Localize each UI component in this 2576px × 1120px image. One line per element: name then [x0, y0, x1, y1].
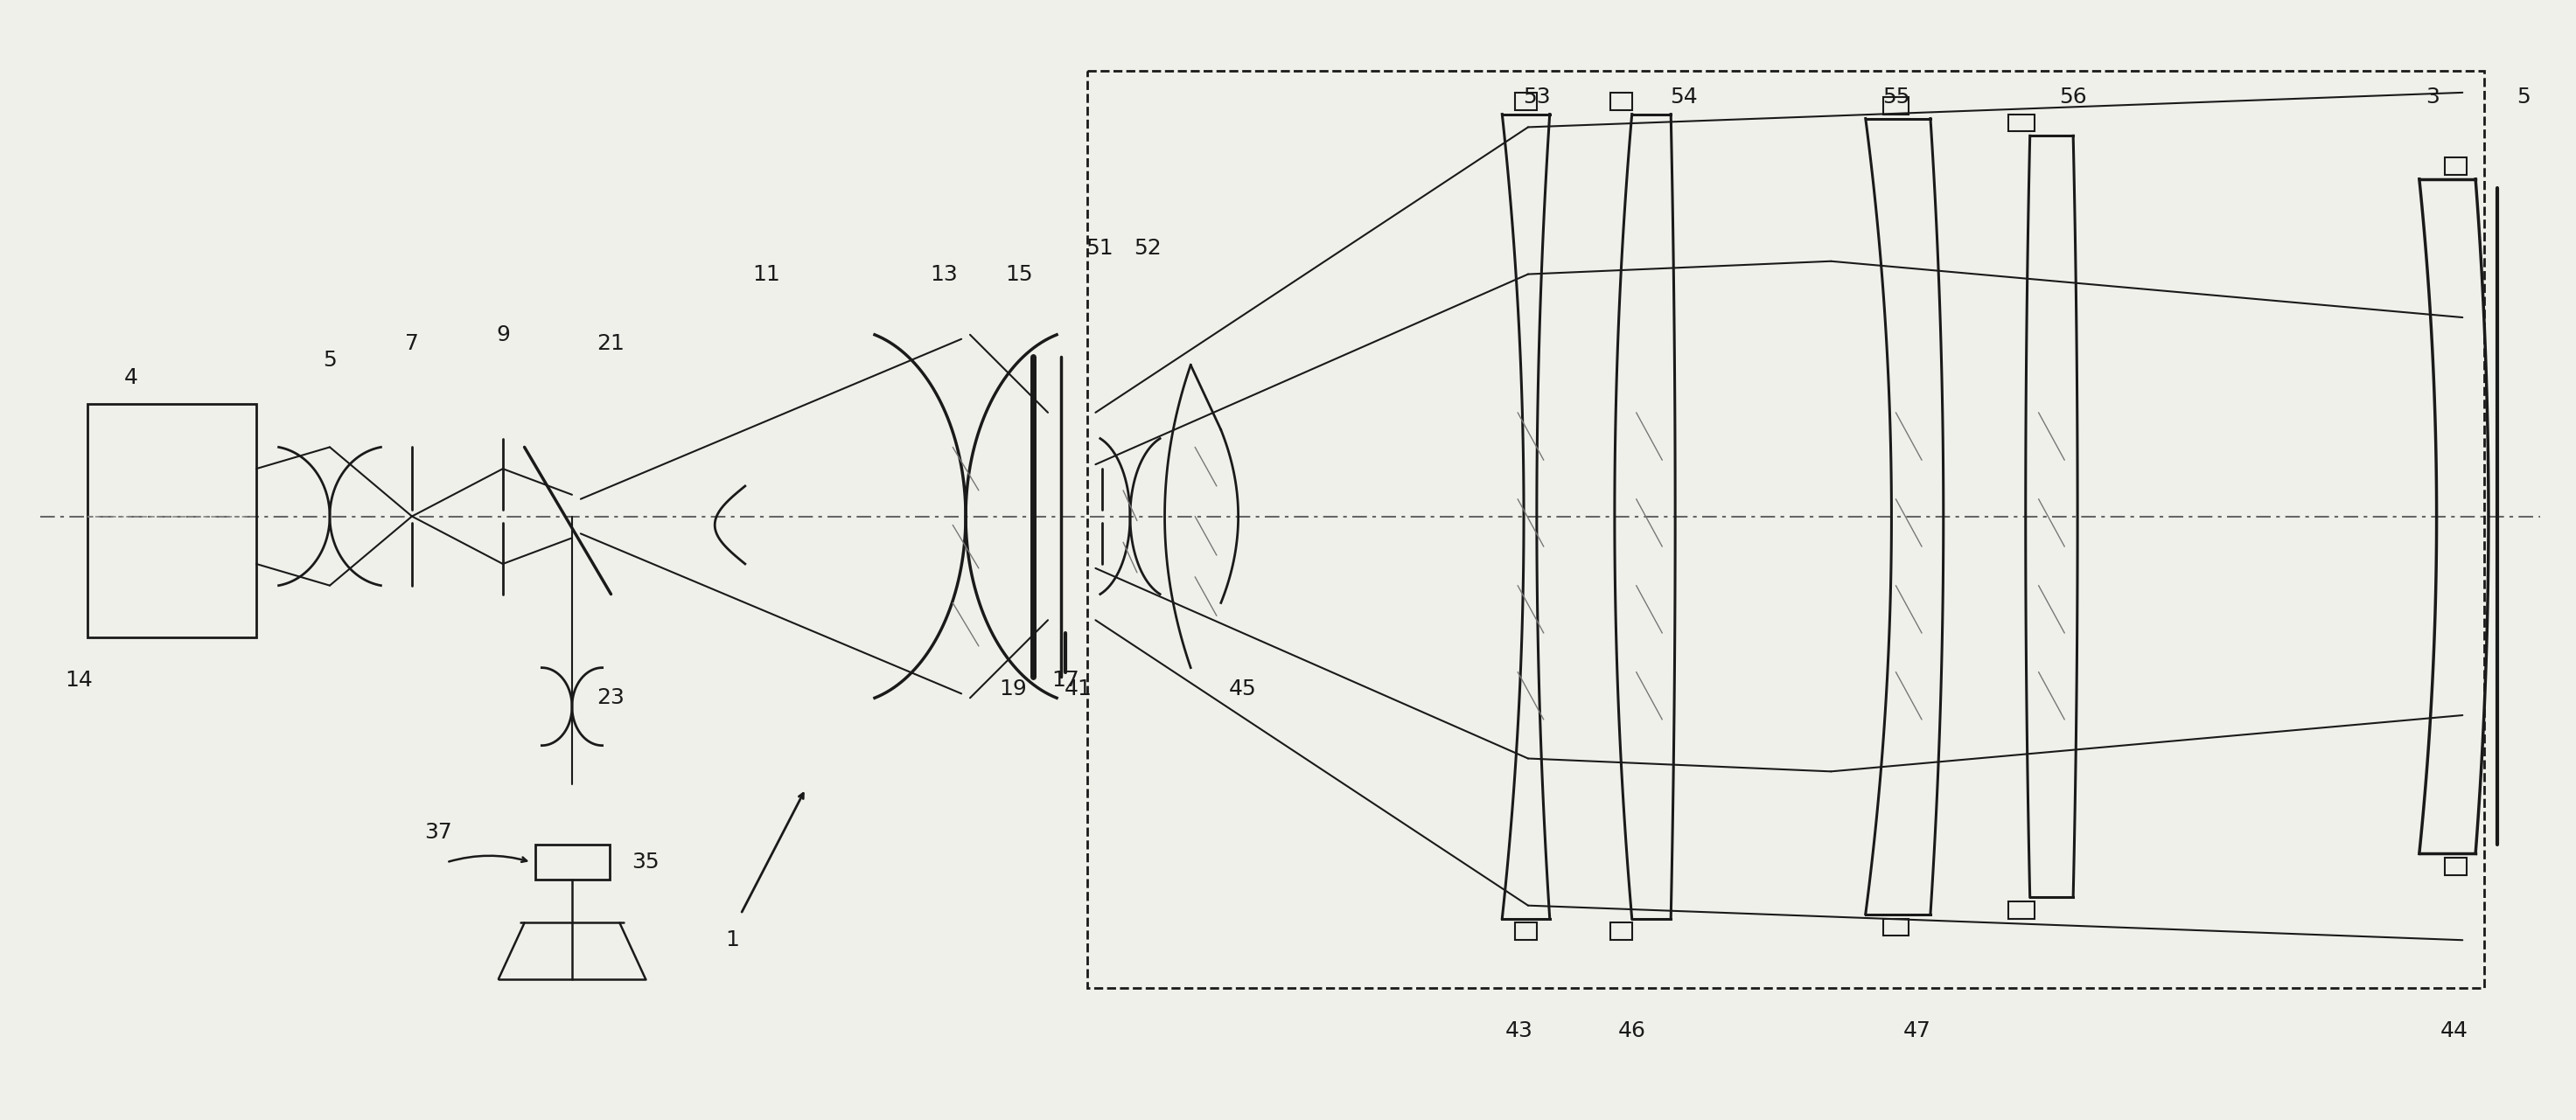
Bar	[2445, 158, 2468, 175]
Text: 4: 4	[124, 367, 137, 389]
Text: 9: 9	[495, 324, 510, 345]
Bar	[2009, 114, 2035, 131]
Text: 23: 23	[598, 688, 626, 709]
Text: 5: 5	[2517, 86, 2530, 108]
Text: 11: 11	[752, 263, 781, 284]
Text: 17: 17	[1051, 670, 1079, 691]
Text: 46: 46	[1618, 1020, 1646, 1042]
Text: 5: 5	[322, 351, 337, 371]
Text: 47: 47	[1904, 1020, 1932, 1042]
Text: 3: 3	[2427, 86, 2439, 108]
Text: 55: 55	[1883, 86, 1909, 108]
Text: 35: 35	[631, 852, 659, 872]
Text: 54: 54	[1669, 86, 1698, 108]
Text: 14: 14	[64, 670, 93, 691]
Bar	[2445, 858, 2468, 875]
Text: 13: 13	[930, 263, 958, 284]
Text: 52: 52	[1133, 237, 1162, 259]
Text: 45: 45	[1229, 679, 1257, 700]
Bar	[1515, 923, 1538, 940]
Text: 19: 19	[999, 679, 1028, 700]
Text: 37: 37	[425, 821, 451, 842]
Text: 53: 53	[1522, 86, 1551, 108]
Text: 44: 44	[2439, 1020, 2468, 1042]
Text: 56: 56	[2058, 86, 2087, 108]
Text: 51: 51	[1087, 237, 1113, 259]
Bar	[2009, 902, 2035, 918]
Bar	[1610, 923, 1633, 940]
Bar	[1610, 93, 1633, 110]
Bar	[1883, 918, 1909, 936]
Text: 7: 7	[404, 333, 420, 354]
Bar	[536, 844, 611, 879]
Bar	[1515, 93, 1538, 110]
Bar	[88, 404, 255, 637]
Text: 43: 43	[1504, 1020, 1533, 1042]
Text: 41: 41	[1064, 679, 1092, 700]
Bar	[1087, 71, 2483, 988]
Text: 15: 15	[1005, 263, 1033, 284]
Text: 21: 21	[598, 333, 626, 354]
Bar	[1883, 96, 1909, 114]
Text: 1: 1	[726, 930, 739, 951]
